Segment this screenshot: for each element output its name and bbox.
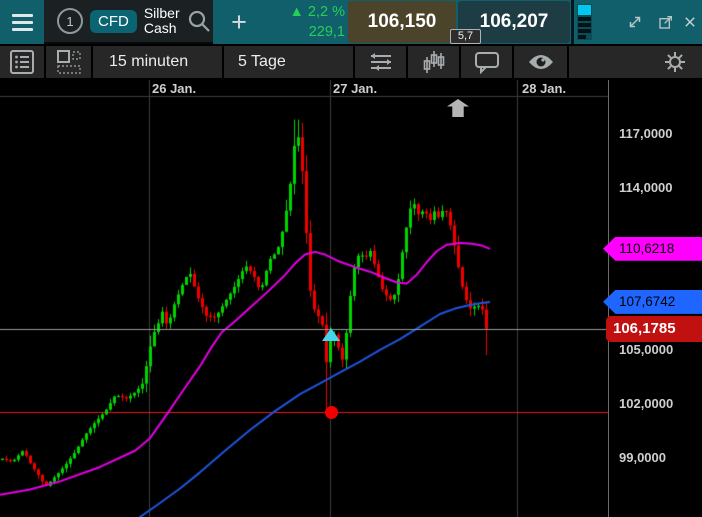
- y-axis-label: 102,0000: [619, 395, 674, 411]
- price-tag-ma-fast[interactable]: 110,6218: [603, 236, 702, 261]
- menu-icon: [11, 13, 33, 17]
- layout-grid-icon: [56, 50, 81, 74]
- popout-icon: [659, 16, 672, 29]
- period-button[interactable]: 5 Tage: [224, 46, 355, 78]
- latest-candle-arrow-marker[interactable]: [447, 99, 469, 117]
- list-view-icon: [10, 50, 34, 74]
- menu-button[interactable]: [0, 0, 44, 44]
- price-tag-ma-slow[interactable]: 107,6742: [603, 289, 702, 314]
- price-tag-current-price[interactable]: 106,1785: [606, 315, 702, 342]
- y-axis-label: 117,0000: [619, 125, 673, 141]
- up-arrow-icon: ▲: [289, 4, 304, 20]
- layout-grid-button[interactable]: [46, 46, 93, 78]
- chart-settings-button[interactable]: [648, 46, 702, 78]
- x-axis-date-label: 26 Jan.: [152, 81, 197, 96]
- close-button[interactable]: [678, 0, 702, 44]
- x-axis-date-label: 28 Jan.: [522, 81, 567, 96]
- popout-button[interactable]: [652, 0, 680, 44]
- instrument-rank-badge: 1: [57, 8, 83, 34]
- change-points: 229,1: [308, 24, 345, 40]
- settings-gear-icon: [665, 52, 685, 72]
- watch-eye-button[interactable]: [514, 46, 569, 78]
- expand-button[interactable]: [620, 0, 650, 44]
- topbar: 1 CFD Silber Cash + ▲ 2,2 % 229,1 106,15…: [0, 0, 702, 44]
- annotation-button[interactable]: [461, 46, 514, 78]
- indicators-icon: [370, 53, 391, 71]
- y-axis-label: 99,0000: [619, 449, 666, 465]
- cfd-badge: CFD: [90, 9, 137, 33]
- spread-badge: 5,7: [450, 29, 481, 44]
- annotation-icon: [474, 52, 499, 74]
- timeframe-button[interactable]: 15 minuten: [93, 46, 224, 78]
- y-axis-label: 105,0000: [619, 341, 674, 357]
- chart-type-icon: [423, 51, 444, 73]
- instrument-list-button[interactable]: [0, 46, 46, 78]
- change-percent: 2,2 %: [307, 4, 345, 20]
- price-change: ▲ 2,2 % 229,1: [252, 2, 345, 42]
- divider: [571, 0, 574, 44]
- chart-toolbar: 15 minuten 5 Tage: [0, 44, 702, 80]
- x-axis-date-label: 27 Jan.: [333, 81, 378, 96]
- search-icon[interactable]: [187, 9, 212, 34]
- y-axis-label: 114,0000: [619, 179, 673, 195]
- instrument-panel[interactable]: 1 CFD Silber Cash: [44, 0, 213, 44]
- chart-type-button[interactable]: [408, 46, 461, 78]
- expand-icon: [629, 16, 641, 28]
- add-instrument-button[interactable]: +: [213, 0, 265, 44]
- price-chart-canvas[interactable]: [0, 80, 608, 517]
- depth-gauge-icon[interactable]: [577, 4, 592, 40]
- sell-button[interactable]: 106,150: [348, 1, 456, 43]
- buy-signal-triangle-marker[interactable]: [322, 328, 340, 341]
- close-icon: [685, 17, 695, 27]
- alert-line-dot-marker[interactable]: [325, 405, 338, 419]
- watch-eye-icon: [528, 55, 553, 69]
- indicators-button[interactable]: [355, 46, 408, 78]
- instrument-name: Silber Cash: [143, 5, 180, 36]
